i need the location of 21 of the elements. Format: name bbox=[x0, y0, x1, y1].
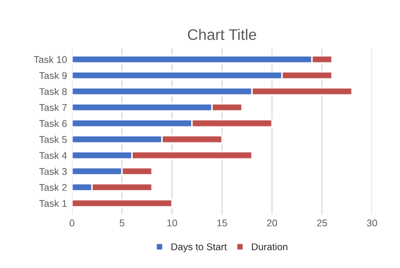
x-tick-label: 10 bbox=[167, 220, 178, 226]
y-tick-label: Task 2 bbox=[39, 184, 67, 191]
y-tick-label: Task 5 bbox=[39, 136, 67, 143]
y-tick-label: Task 8 bbox=[39, 88, 67, 95]
chart-title: Chart Title bbox=[188, 28, 256, 40]
y-tick-label: Task 1 bbox=[39, 200, 67, 207]
legend-label: Duration bbox=[252, 243, 288, 250]
y-tick-label: Task 9 bbox=[39, 72, 67, 79]
y-tick-label: Task 3 bbox=[39, 168, 67, 175]
x-tick-label: 20 bbox=[267, 220, 278, 226]
x-tick-label: 0 bbox=[70, 220, 74, 226]
bar bbox=[72, 198, 173, 208]
y-tick-label: Task 10 bbox=[34, 56, 67, 64]
x-tick-label: 15 bbox=[217, 220, 227, 226]
x-tick-label: 30 bbox=[366, 220, 378, 226]
y-tick-label: Task 6 bbox=[39, 120, 67, 127]
x-tick-label: 25 bbox=[317, 220, 327, 226]
legend-label: Days to Start bbox=[171, 243, 227, 252]
y-tick-label: Task 7 bbox=[39, 104, 67, 111]
x-tick-label: 5 bbox=[120, 220, 124, 226]
y-tick-label: Task 4 bbox=[39, 152, 67, 159]
